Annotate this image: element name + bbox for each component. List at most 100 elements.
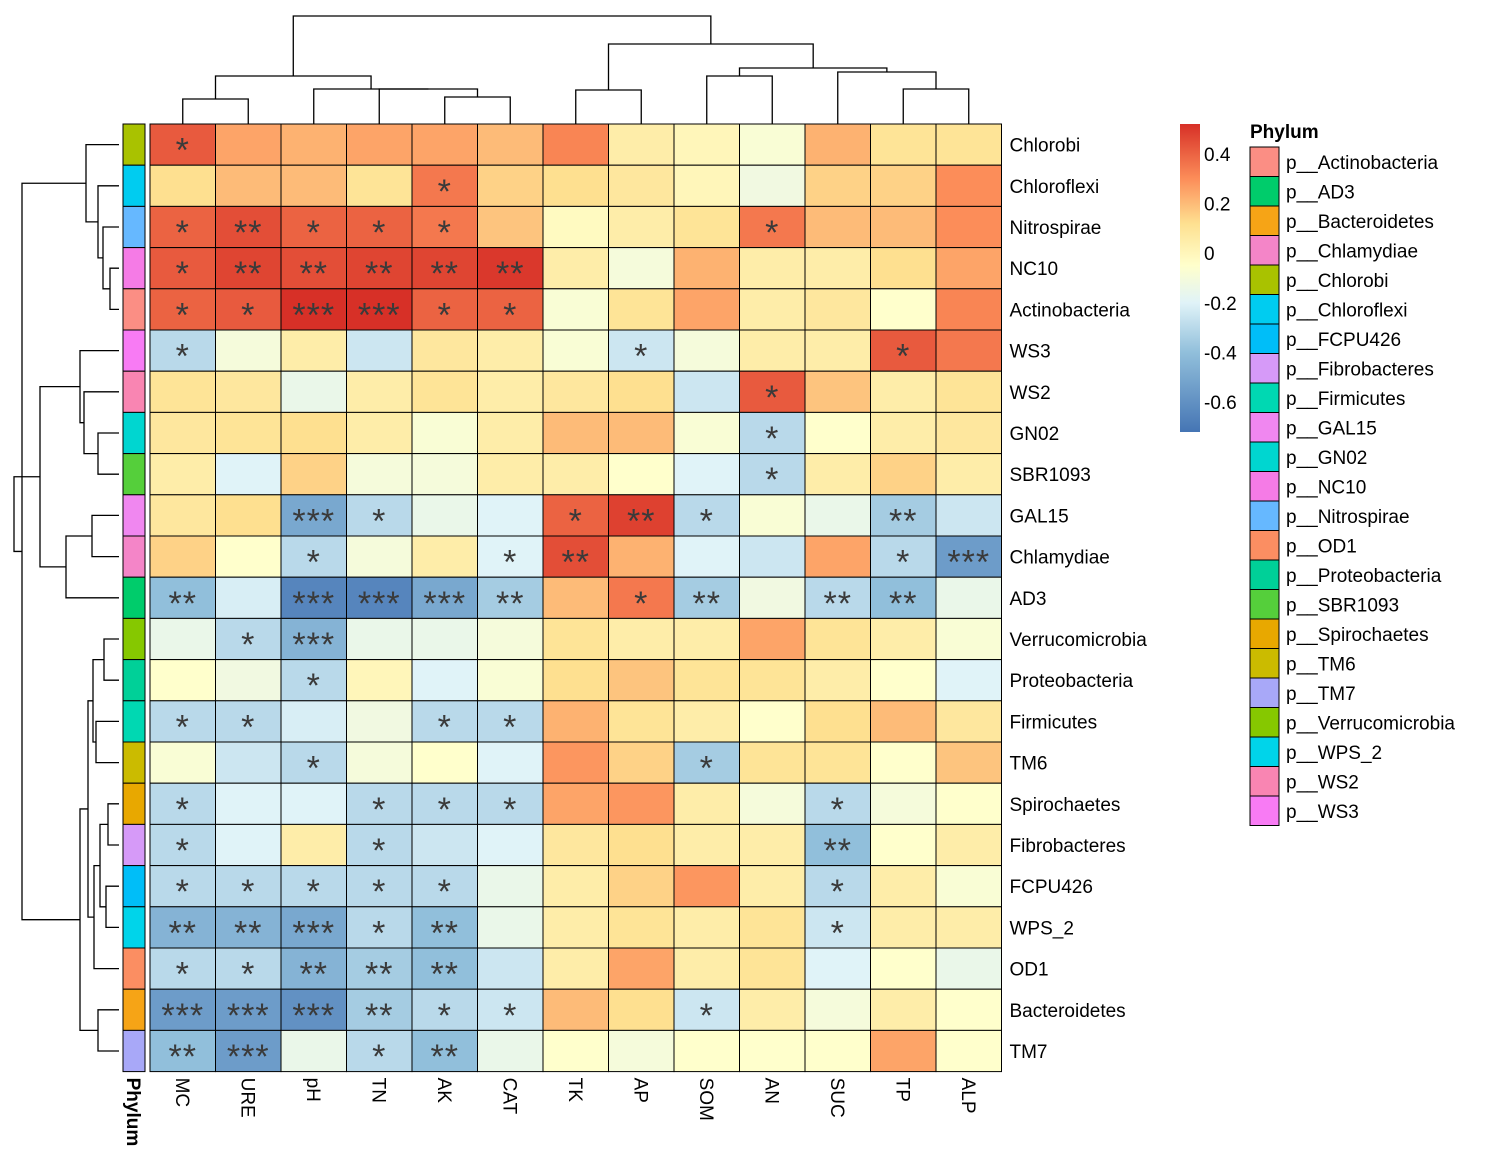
row-label: Actinobacteria xyxy=(1010,300,1131,321)
legend-label: p__GAL15 xyxy=(1286,418,1377,439)
heatmap-cell-Chloroflexi-MC xyxy=(149,164,216,207)
heatmap-cell-FCPU426-TK xyxy=(542,865,609,908)
significance-marker: * xyxy=(176,873,190,911)
heatmap-cell-GN02-AP xyxy=(608,411,675,455)
row-dendrogram-branch xyxy=(109,267,119,311)
heatmap-cell-OD1-AP xyxy=(608,947,675,990)
significance-marker: ** xyxy=(889,585,917,623)
heatmap-cell-Bacteroidetes-SUC xyxy=(804,988,871,1031)
heatmap-cell-WPS_2-pH xyxy=(280,906,347,949)
heatmap-cell-FCPU426-AN xyxy=(739,865,806,908)
heatmap-cell-Fibrobacteres-SOM xyxy=(673,823,740,867)
heatmap-cell-Spirochaetes-SOM xyxy=(673,782,740,825)
heatmap-cell-FCPU426-TP xyxy=(870,865,937,908)
column-dendrogram-branch xyxy=(575,89,642,124)
significance-marker: *** xyxy=(161,997,204,1035)
heatmap-cell-Firmicutes-URE xyxy=(215,700,282,743)
significance-marker: * xyxy=(176,255,190,293)
heatmap-cell-TM6-AP xyxy=(608,741,675,784)
significance-marker: * xyxy=(307,667,321,705)
heatmap-cell-Nitrospirae-MC xyxy=(149,205,216,249)
significance-marker: * xyxy=(896,338,910,376)
column-label: pH xyxy=(302,1078,323,1102)
column-dendrogram-branch xyxy=(182,98,249,124)
annotation-cell xyxy=(122,576,146,619)
legend-swatch xyxy=(1249,618,1280,649)
significance-marker: ** xyxy=(169,1038,197,1076)
legend-swatch xyxy=(1249,264,1280,295)
heatmap-cell-AD3-pH xyxy=(280,576,347,619)
significance-marker: * xyxy=(307,214,321,252)
heatmap-cell-AD3-TK xyxy=(542,576,609,619)
row-label: GAL15 xyxy=(1010,506,1069,527)
legend-swatch xyxy=(1249,589,1280,620)
annotation-cell xyxy=(122,823,146,867)
annotation-cell xyxy=(122,247,146,290)
legend-label: p__GN02 xyxy=(1286,448,1367,469)
heatmap-cell-WPS_2-TP xyxy=(870,906,937,949)
heatmap-cell-SBR1093-AP xyxy=(608,453,675,496)
heatmap-cell-WS3-SOM xyxy=(673,329,740,372)
heatmap-cell-Chlorobi-MC xyxy=(149,123,216,166)
row-dendrogram-branch xyxy=(83,391,119,455)
legend-swatch xyxy=(1249,559,1280,590)
heatmap-cell-GN02-TK xyxy=(542,411,609,455)
heatmap-cell-SBR1093-SUC xyxy=(804,453,871,496)
heatmap-cell-TM7-ALP xyxy=(935,1029,1002,1073)
significance-marker: * xyxy=(176,132,190,170)
legend-swatch xyxy=(1249,323,1280,354)
column-label: AP xyxy=(629,1078,650,1103)
heatmap-cell-Firmicutes-TK xyxy=(542,700,609,743)
legend-label: p__Verrucomicrobia xyxy=(1286,713,1455,734)
column-label: TP xyxy=(891,1078,912,1102)
column-label: SUC xyxy=(826,1078,847,1118)
heatmap-cell-Bacteroidetes-TK xyxy=(542,988,609,1031)
heatmap-cell-Nitrospirae-TP xyxy=(870,205,937,249)
legend-label: p__Actinobacteria xyxy=(1286,153,1439,174)
heatmap-cell-WPS_2-AN xyxy=(739,906,806,949)
heatmap-cell-Verrucomicrobia-AP xyxy=(608,617,675,661)
heatmap-cell-NC10-SOM xyxy=(673,247,740,290)
heatmap-cell-TM7-pH xyxy=(280,1029,347,1073)
heatmap-cell-SBR1093-TP xyxy=(870,453,937,496)
row-label: GN02 xyxy=(1010,424,1060,445)
heatmap-cell-AD3-TN xyxy=(346,576,413,619)
heatmap-cell-Chlorobi-TP xyxy=(870,123,937,166)
heatmap-cell-NC10-MC xyxy=(149,247,216,290)
legend-label: p__FCPU426 xyxy=(1286,330,1401,351)
significance-marker: ** xyxy=(627,502,655,540)
heatmap-cell-TM6-SUC xyxy=(804,741,871,784)
heatmap-cell-WS3-AK xyxy=(411,329,478,372)
heatmap-cell-OD1-TP xyxy=(870,947,937,990)
heatmap-cell-Proteobacteria-AN xyxy=(739,659,806,702)
row-dendrogram-branch xyxy=(97,1009,119,1052)
legend-title: Phylum xyxy=(1250,122,1319,143)
heatmap-cell-Proteobacteria-SUC xyxy=(804,659,871,702)
colorbar-tick-label: 0.4 xyxy=(1204,145,1231,166)
row-label: FCPU426 xyxy=(1010,877,1093,898)
heatmap-cell-Spirochaetes-ALP xyxy=(935,782,1002,825)
significance-marker: * xyxy=(831,873,845,911)
heatmap-cell-GN02-TN xyxy=(346,411,413,455)
heatmap-cell-GN02-MC xyxy=(149,411,216,455)
column-labels: MC URE pH TN AK CAT TK AP SOM AN SUC TP ALP xyxy=(171,1078,978,1121)
significance-marker: * xyxy=(765,420,779,458)
row-dendrogram-branch xyxy=(91,514,119,558)
heatmap-cell-Bacteroidetes-pH xyxy=(280,988,347,1031)
significance-marker: ** xyxy=(234,255,262,293)
heatmap-cell-GN02-ALP xyxy=(935,411,1002,455)
heatmap-cell-Nitrospirae-AP xyxy=(608,205,675,249)
heatmap-cell-FCPU426-URE xyxy=(215,865,282,908)
heatmap-cell-Fibrobacteres-CAT xyxy=(477,823,544,867)
heatmap-cell-Verrucomicrobia-ALP xyxy=(935,617,1002,661)
heatmap-cell-TM7-SUC xyxy=(804,1029,871,1073)
heatmap-cell-Chlamydiae-MC xyxy=(149,535,216,578)
column-label: SOM xyxy=(695,1078,716,1121)
heatmap-cell-Proteobacteria-SOM xyxy=(673,659,740,702)
row-label: Spirochaetes xyxy=(1010,795,1121,816)
heatmap-cell-WPS_2-CAT xyxy=(477,906,544,949)
heatmap-cell-WPS_2-TN xyxy=(346,906,413,949)
row-label: NC10 xyxy=(1010,259,1059,280)
heatmap-cell-WS2-SOM xyxy=(673,370,740,413)
heatmap-cell-Bacteroidetes-AP xyxy=(608,988,675,1031)
